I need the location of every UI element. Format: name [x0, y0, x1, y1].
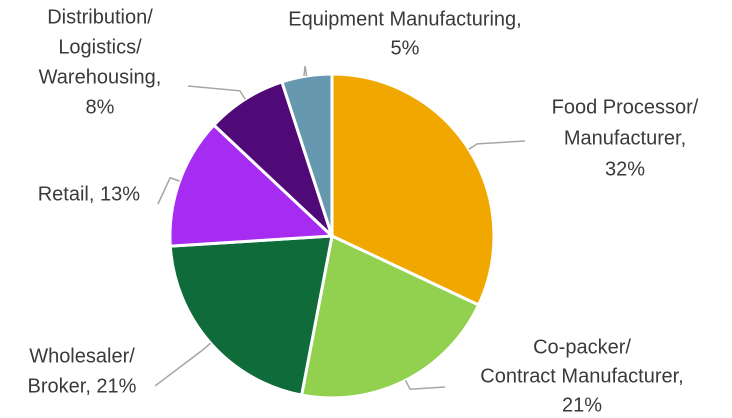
leader-line	[468, 140, 526, 150]
pie-slice	[280, 72, 334, 237]
leader-line	[187, 85, 246, 100]
slice-label: Co-packer/	[533, 336, 631, 358]
slice-label: Distribution/	[47, 6, 153, 28]
leader-line	[154, 342, 211, 387]
slice-label: 21%	[562, 394, 602, 416]
slice-label: Manufacturer,	[564, 127, 686, 149]
slice-label: Food Processor/	[552, 96, 699, 118]
slice-label: Contract Manufacturer,	[480, 365, 683, 387]
leader-line	[157, 176, 180, 205]
slice-label: Equipment Manufacturing,	[288, 8, 521, 30]
pie-slice	[330, 72, 496, 307]
slice-label: 8%	[86, 96, 115, 118]
pie-slice	[299, 233, 481, 400]
leader-line	[303, 66, 308, 77]
slice-label: Logistics/	[58, 36, 142, 58]
slice-label: Broker, 21%	[28, 375, 137, 397]
slice-label: Retail, 13%	[38, 183, 140, 205]
leader-line	[404, 380, 446, 391]
slice-label: 5%	[391, 37, 420, 59]
pie-slice	[168, 234, 334, 397]
slice-label: 32%	[605, 158, 645, 180]
pie-slice	[168, 122, 336, 248]
slice-label: Warehousing,	[39, 66, 162, 88]
slice-label: Wholesaler/	[29, 345, 135, 367]
